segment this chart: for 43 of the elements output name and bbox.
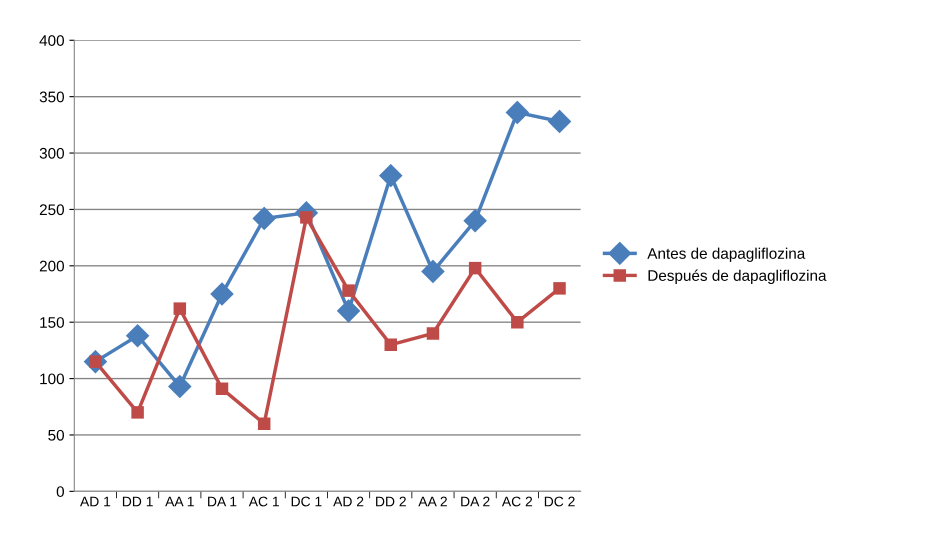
point (553, 282, 566, 295)
y-tick-label: 400 (39, 35, 64, 46)
y-tick-label: 250 (40, 204, 64, 216)
x-tick-label: AD 2 (333, 496, 364, 506)
x-tick-label: AD 1 (80, 496, 110, 506)
x-tick-label: AC 2 (502, 496, 532, 506)
y-tick-label: 0 (56, 486, 64, 498)
point (464, 209, 487, 232)
legend-label: Después de dapagliflozina (648, 270, 826, 284)
point (421, 260, 444, 283)
point (126, 324, 150, 348)
y-tick-label: 200 (40, 260, 64, 272)
y-tick-label: 300 (40, 148, 64, 159)
point (506, 100, 529, 124)
x-tick-label: DA 2 (461, 496, 490, 506)
y-tick-label: 350 (40, 92, 64, 102)
y-tick-label: 50 (48, 430, 64, 441)
x-tick-label: AC 1 (248, 496, 279, 506)
point (174, 302, 186, 315)
x-tick-label: DD 2 (376, 496, 406, 506)
y-tick-label: 150 (40, 317, 64, 328)
x-tick-label: DD 1 (122, 496, 153, 506)
point (131, 406, 144, 419)
legend-label: Antes de dapagliflozina (647, 248, 806, 262)
point (468, 262, 482, 274)
point (216, 382, 228, 395)
point (258, 417, 270, 430)
point (252, 206, 276, 230)
x-tick-label: AA 1 (165, 496, 194, 506)
point (210, 282, 234, 306)
point (426, 327, 440, 340)
point (337, 299, 360, 322)
point (548, 110, 572, 133)
point (379, 164, 402, 188)
y-tick-label: 100 (40, 373, 64, 384)
x-tick-label: DC 2 (544, 496, 575, 506)
x-tick-label: AA 2 (418, 496, 447, 506)
point (511, 316, 524, 328)
point (342, 284, 355, 297)
x-tick-label: DA 1 (208, 496, 236, 506)
point (168, 374, 192, 398)
x-tick-label: DC 1 (292, 496, 322, 506)
point (384, 338, 398, 352)
